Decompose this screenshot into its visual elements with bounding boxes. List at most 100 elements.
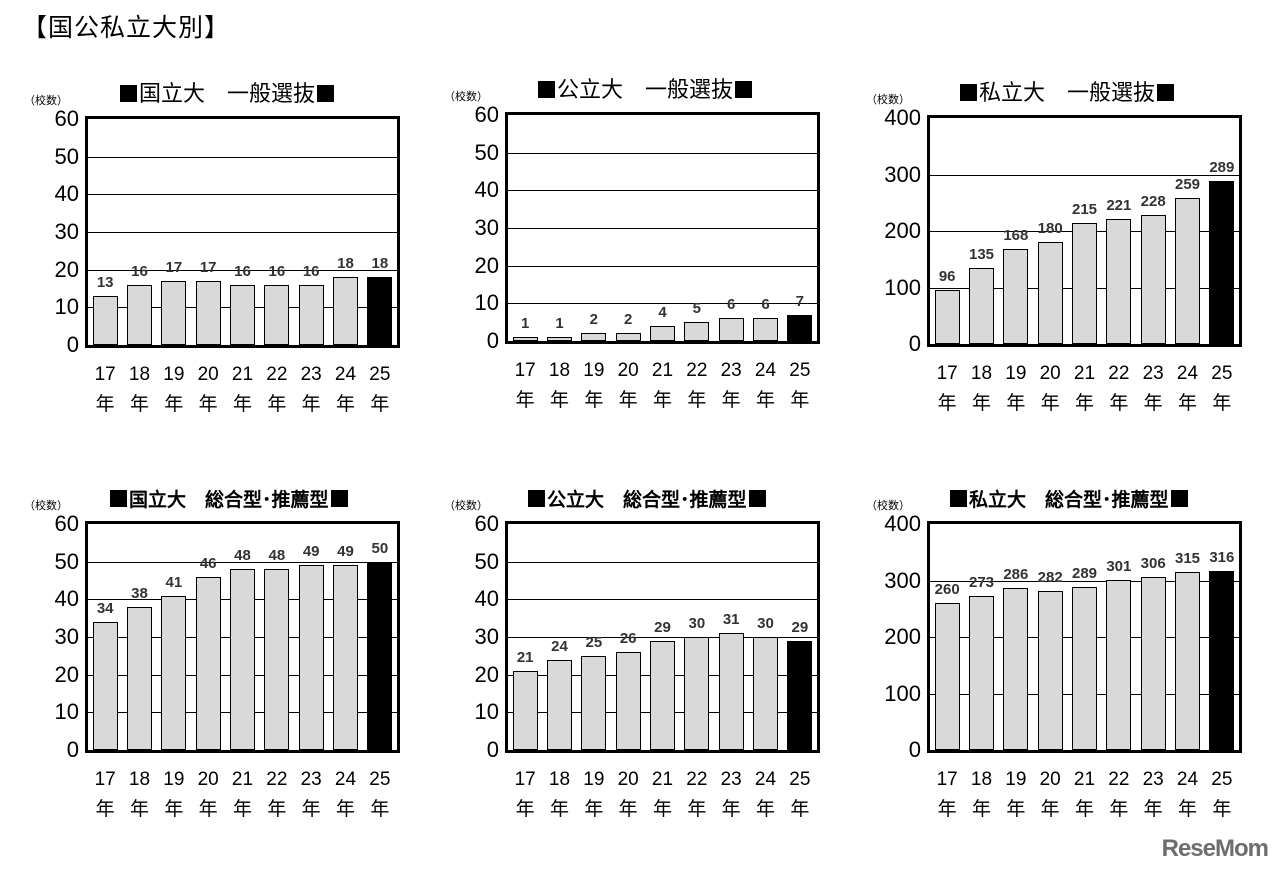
x-tick-label: 25 年 (789, 769, 811, 820)
value-label: 1 (555, 315, 564, 333)
chart-title-text: 国立大 総合型･推薦型 (129, 489, 329, 511)
value-label: 50 (371, 539, 389, 557)
value-label: 16 (302, 262, 320, 280)
chart-title-text: 国立大 一般選抜 (139, 82, 316, 107)
bar-22年 (1106, 579, 1132, 750)
x-tick-label: 24 年 (1176, 363, 1199, 414)
x-tick-label: 18 年 (128, 364, 151, 415)
black-square-icon (110, 490, 127, 507)
value-label: 29 (791, 618, 809, 636)
bar-22年 (684, 322, 710, 341)
x-tick-label: 24 年 (754, 769, 777, 820)
bar-17年 (934, 603, 960, 750)
bar-23年 (718, 633, 744, 750)
bar-25年 (787, 640, 813, 750)
plot-area (505, 112, 820, 344)
black-square-icon (748, 490, 766, 507)
value-label: 30 (757, 615, 774, 632)
x-tick-label: 25 年 (1211, 363, 1233, 414)
bar-25年 (1209, 180, 1235, 344)
x-tick-label: 20 年 (197, 769, 219, 820)
y-tick-label: 20 (54, 256, 79, 282)
chart-public-comprehensive: 公立大 総合型･推薦型 （校数） 0 10 20 30 40 50 60 21 17 年 24 18 年 25… (420, 483, 830, 883)
bar-21年 (230, 284, 255, 345)
black-square-icon (735, 81, 753, 98)
value-label: 30 (688, 615, 706, 632)
chart-public-general: 公立大 一般選抜 （校数） 0 10 20 30 40 50 60 1 17 年 1 18 年 2 19 年 2 20… (420, 74, 830, 474)
value-label: 48 (234, 547, 251, 565)
value-label: 306 (1140, 555, 1166, 573)
gridline (930, 580, 1239, 582)
value-label: 301 (1106, 557, 1132, 575)
bar-19年 (1003, 249, 1029, 344)
value-label: 215 (1071, 200, 1098, 218)
y-tick-label: 40 (54, 586, 79, 612)
bar-22年 (1106, 219, 1132, 344)
x-tick-label: 18 年 (970, 769, 993, 820)
value-label: 1 (520, 315, 530, 333)
x-tick-label: 20 年 (617, 769, 639, 820)
x-tick-label: 25 年 (369, 364, 391, 415)
chart-private-general: 私立大 一般選抜 （校数） 0 100 200 300 400 96 17 年 135 18 年 168 1… (842, 77, 1252, 477)
y-tick-label: 0 (66, 737, 79, 762)
page-title: 【国公私立大別】 (22, 13, 231, 42)
y-tick-label: 200 (884, 218, 921, 243)
bar-22年 (684, 637, 710, 750)
y-tick-label: 40 (474, 586, 499, 612)
x-tick-label: 17 年 (94, 769, 116, 820)
value-label: 21 (516, 648, 534, 666)
bar-23年 (298, 565, 324, 750)
value-label: 16 (131, 262, 148, 280)
bar-21年 (1072, 222, 1097, 344)
gridline (508, 303, 817, 305)
bar-24年 (753, 318, 778, 341)
x-tick-label: 19 年 (163, 364, 185, 415)
x-tick-label: 23 年 (300, 769, 322, 820)
black-square-icon (330, 490, 348, 507)
bar-24年 (1175, 197, 1200, 344)
value-label: 259 (1174, 175, 1201, 193)
y-tick-label: 10 (54, 294, 79, 320)
y-tick-label: 400 (884, 105, 921, 130)
y-tick-label: 10 (474, 290, 499, 316)
gridline (88, 269, 397, 271)
x-tick-label: 21 年 (1073, 769, 1096, 820)
y-axis-unit: （校数） (24, 499, 68, 512)
bar-21年 (650, 640, 675, 750)
value-label: 168 (1003, 227, 1029, 245)
x-tick-label: 19 年 (163, 769, 185, 820)
black-square-icon (317, 85, 335, 102)
bar-25年 (787, 314, 813, 341)
gridline (508, 190, 817, 192)
y-tick-label: 50 (474, 139, 499, 165)
y-tick-label: 300 (884, 161, 921, 187)
chart-title-text: 私立大 一般選抜 (979, 81, 1156, 106)
value-label: 135 (968, 245, 995, 263)
y-tick-label: 300 (884, 567, 921, 593)
x-tick-label: 24 年 (334, 364, 357, 415)
bar-23年 (1140, 577, 1166, 750)
y-tick-label: 0 (66, 332, 79, 357)
bar-18年 (969, 267, 994, 344)
plot-area (927, 521, 1242, 753)
y-tick-label: 40 (474, 177, 499, 203)
x-tick-label: 24 年 (334, 769, 357, 820)
x-tick-label: 21 年 (651, 360, 674, 411)
x-tick-label: 22 年 (686, 360, 708, 411)
y-tick-label: 30 (474, 624, 499, 649)
bar-20年 (615, 333, 641, 341)
y-tick-label: 20 (474, 252, 499, 278)
y-tick-label: 10 (54, 699, 79, 725)
bar-25年 (367, 277, 393, 345)
bar-21年 (650, 325, 675, 341)
bar-24年 (753, 637, 778, 750)
value-label: 4 (658, 303, 667, 321)
x-tick-label: 25 年 (1211, 769, 1233, 820)
x-tick-label: 24 年 (1176, 769, 1199, 820)
value-label: 34 (96, 599, 114, 617)
y-tick-label: 400 (884, 511, 921, 536)
y-tick-label: 50 (474, 548, 499, 574)
value-label: 260 (934, 581, 960, 599)
x-tick-label: 20 年 (1039, 769, 1061, 820)
value-label: 17 (199, 258, 217, 276)
